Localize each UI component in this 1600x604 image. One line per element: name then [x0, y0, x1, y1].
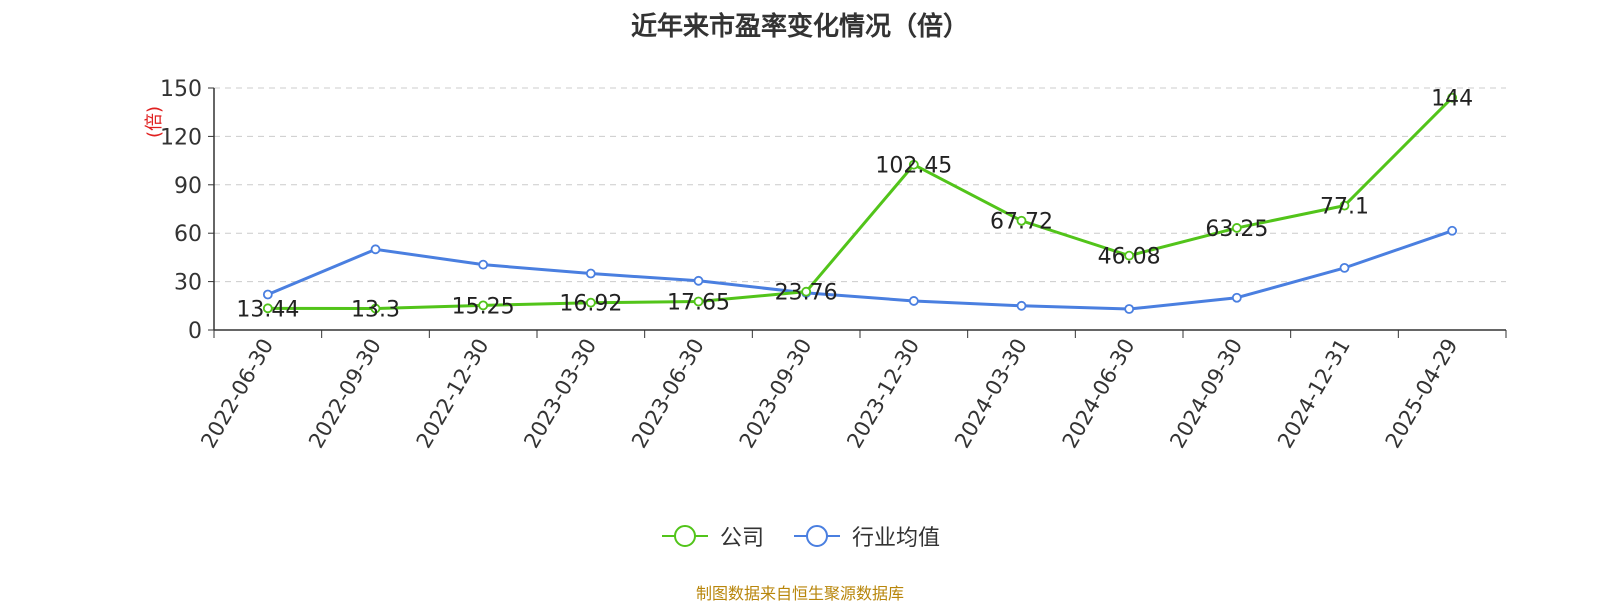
chart-title: 近年来市盈率变化情况（倍） — [630, 12, 969, 42]
data-labels: 13.44 13.3 15.25 16.92 17.65 23.76 102.45 67.72… — [236, 87, 1473, 323]
y-tick-label: 150 — [160, 77, 202, 102]
industry-point — [1016, 300, 1027, 311]
x-tick-label: 2024-12-31 — [1273, 335, 1355, 453]
company-point — [370, 303, 381, 314]
company-point — [1016, 215, 1027, 226]
industry-point — [1447, 225, 1458, 236]
y-tick-label: 60 — [174, 222, 202, 247]
company-point — [908, 159, 919, 170]
y-axis-label: (倍) — [144, 106, 165, 138]
industry-point — [585, 268, 596, 279]
legend-company-icon — [661, 525, 708, 547]
x-tick-label: 2023-03-30 — [519, 335, 601, 453]
x-tick-label: 2025-04-29 — [1381, 335, 1463, 453]
industry-point — [693, 275, 704, 286]
x-tick-label: 2024-06-30 — [1058, 335, 1140, 453]
industry-point — [1231, 292, 1242, 303]
series-lines — [262, 92, 1458, 314]
industry-point — [1339, 262, 1350, 273]
industry-point — [478, 259, 489, 270]
legend-industry-label: 行业均值 — [852, 526, 941, 551]
company-point — [693, 296, 704, 307]
x-tick-label: 2023-12-30 — [842, 334, 924, 452]
company-point — [1231, 223, 1242, 233]
company-data-label: 67.72 — [990, 210, 1053, 235]
company-point — [478, 300, 489, 311]
company-data-label: 63.25 — [1205, 217, 1268, 242]
company-data-label: 13.3 — [351, 298, 400, 323]
axes: 0 30 60 90 120 150 (倍) 2022-06-30 2022-09-30 2022… — [144, 77, 1507, 453]
company-data-label: 16.92 — [559, 292, 622, 317]
x-tick-label: 2022-09-30 — [304, 335, 386, 453]
x-tick-label: 2022-06-30 — [196, 335, 278, 453]
x-tick-label: 2024-03-30 — [950, 335, 1032, 453]
y-tick-label: 120 — [160, 125, 202, 150]
industry-point — [370, 244, 381, 255]
industry-line — [267, 229, 1453, 311]
x-tick-label: 2022-12-30 — [412, 334, 494, 452]
y-tick-label: 90 — [174, 174, 202, 199]
y-tick-label: 0 — [188, 319, 202, 344]
company-point — [1124, 250, 1135, 261]
company-data-label: 15.25 — [452, 294, 515, 319]
company-point — [801, 286, 812, 297]
company-point — [262, 303, 273, 314]
legend: 公司 行业均值 — [0, 520, 1600, 552]
company-data-label: 17.65 — [667, 291, 730, 316]
x-tick-label: 2024-09-30 — [1165, 335, 1247, 453]
company-data-label: 46.08 — [1098, 245, 1161, 270]
x-tick-label: 2023-09-30 — [735, 335, 817, 453]
company-point — [585, 297, 596, 308]
source-note: 制图数据来自恒生聚源数据库 — [695, 584, 904, 603]
company-data-label: 102.45 — [875, 154, 952, 179]
x-tick-label: 2023-06-30 — [627, 335, 709, 453]
industry-point — [1124, 304, 1135, 314]
industry-point — [262, 289, 273, 300]
legend-item-company[interactable]: 公司 — [660, 520, 764, 552]
company-data-label: 13.44 — [236, 297, 299, 322]
company-line — [267, 96, 1454, 311]
company-point — [1339, 200, 1350, 211]
industry-point — [908, 296, 919, 306]
company-data-label: 144 — [1431, 87, 1473, 112]
y-tick-label: 30 — [174, 271, 202, 296]
company-point — [1447, 92, 1458, 103]
company-data-label: 23.76 — [775, 281, 838, 306]
legend-item-industry[interactable]: 行业均值 — [792, 520, 940, 552]
legend-industry-icon — [794, 525, 840, 547]
legend-company-label: 公司 — [719, 526, 764, 551]
company-data-label: 77.1 — [1320, 195, 1369, 220]
